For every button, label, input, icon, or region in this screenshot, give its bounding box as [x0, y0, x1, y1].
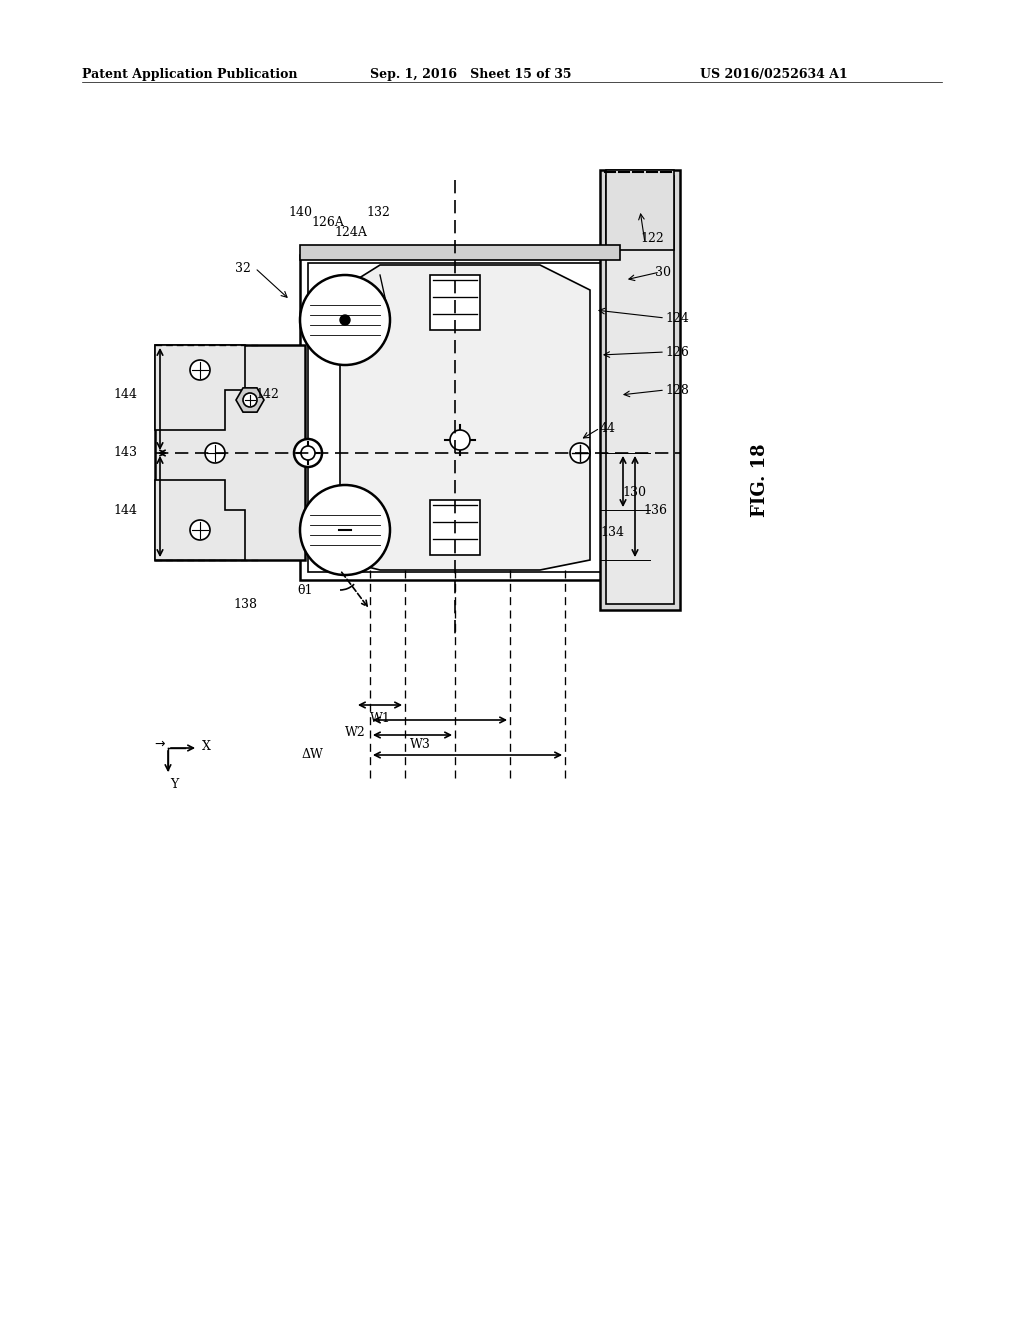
Polygon shape	[236, 388, 264, 412]
Text: 140: 140	[288, 206, 312, 219]
Text: 144: 144	[113, 503, 137, 516]
Text: W3: W3	[410, 738, 430, 751]
Text: θ1: θ1	[297, 583, 312, 597]
Text: FIG. 18: FIG. 18	[751, 444, 769, 517]
Circle shape	[340, 525, 350, 535]
Bar	[606, 176, 674, 605]
Circle shape	[300, 484, 390, 576]
Circle shape	[243, 393, 257, 407]
Text: 134: 134	[600, 525, 624, 539]
Circle shape	[190, 360, 210, 380]
Text: 132: 132	[366, 206, 390, 219]
Text: 30: 30	[655, 265, 671, 279]
Polygon shape	[155, 480, 245, 560]
Text: 130: 130	[622, 487, 646, 499]
Circle shape	[350, 330, 570, 550]
Polygon shape	[155, 345, 245, 430]
Circle shape	[205, 444, 225, 463]
Circle shape	[294, 440, 322, 467]
Circle shape	[190, 520, 210, 540]
Bar	[300, 246, 620, 260]
Text: 128: 128	[665, 384, 689, 396]
Text: 136: 136	[643, 503, 667, 516]
Bar	[300, 255, 620, 579]
Bar	[308, 263, 612, 572]
Text: 124: 124	[665, 312, 689, 325]
Text: 122: 122	[640, 231, 664, 244]
Circle shape	[340, 315, 350, 325]
Circle shape	[450, 430, 470, 450]
Text: ΔW: ΔW	[301, 748, 323, 762]
Text: 138: 138	[233, 598, 257, 611]
Text: Sep. 1, 2016   Sheet 15 of 35: Sep. 1, 2016 Sheet 15 of 35	[370, 69, 571, 81]
Text: Patent Application Publication: Patent Application Publication	[82, 69, 298, 81]
Bar	[430, 500, 480, 554]
Bar	[600, 170, 680, 610]
Text: 44: 44	[600, 421, 616, 434]
Circle shape	[300, 275, 390, 366]
Text: W2: W2	[345, 726, 366, 738]
Bar	[606, 170, 674, 249]
Circle shape	[570, 444, 590, 463]
Text: W1: W1	[370, 711, 390, 725]
Text: 126A: 126A	[311, 215, 344, 228]
Text: Y: Y	[170, 777, 178, 791]
Text: 143: 143	[113, 446, 137, 459]
Text: 32: 32	[234, 261, 251, 275]
Text: →: →	[155, 738, 165, 751]
Polygon shape	[340, 265, 590, 570]
Bar	[430, 275, 480, 330]
Text: 144: 144	[113, 388, 137, 401]
Bar	[155, 345, 305, 560]
Text: 126: 126	[665, 346, 689, 359]
Text: 124A: 124A	[335, 226, 368, 239]
Text: US 2016/0252634 A1: US 2016/0252634 A1	[700, 69, 848, 81]
Circle shape	[301, 446, 315, 459]
Text: 142: 142	[255, 388, 279, 401]
Text: X: X	[202, 739, 211, 752]
